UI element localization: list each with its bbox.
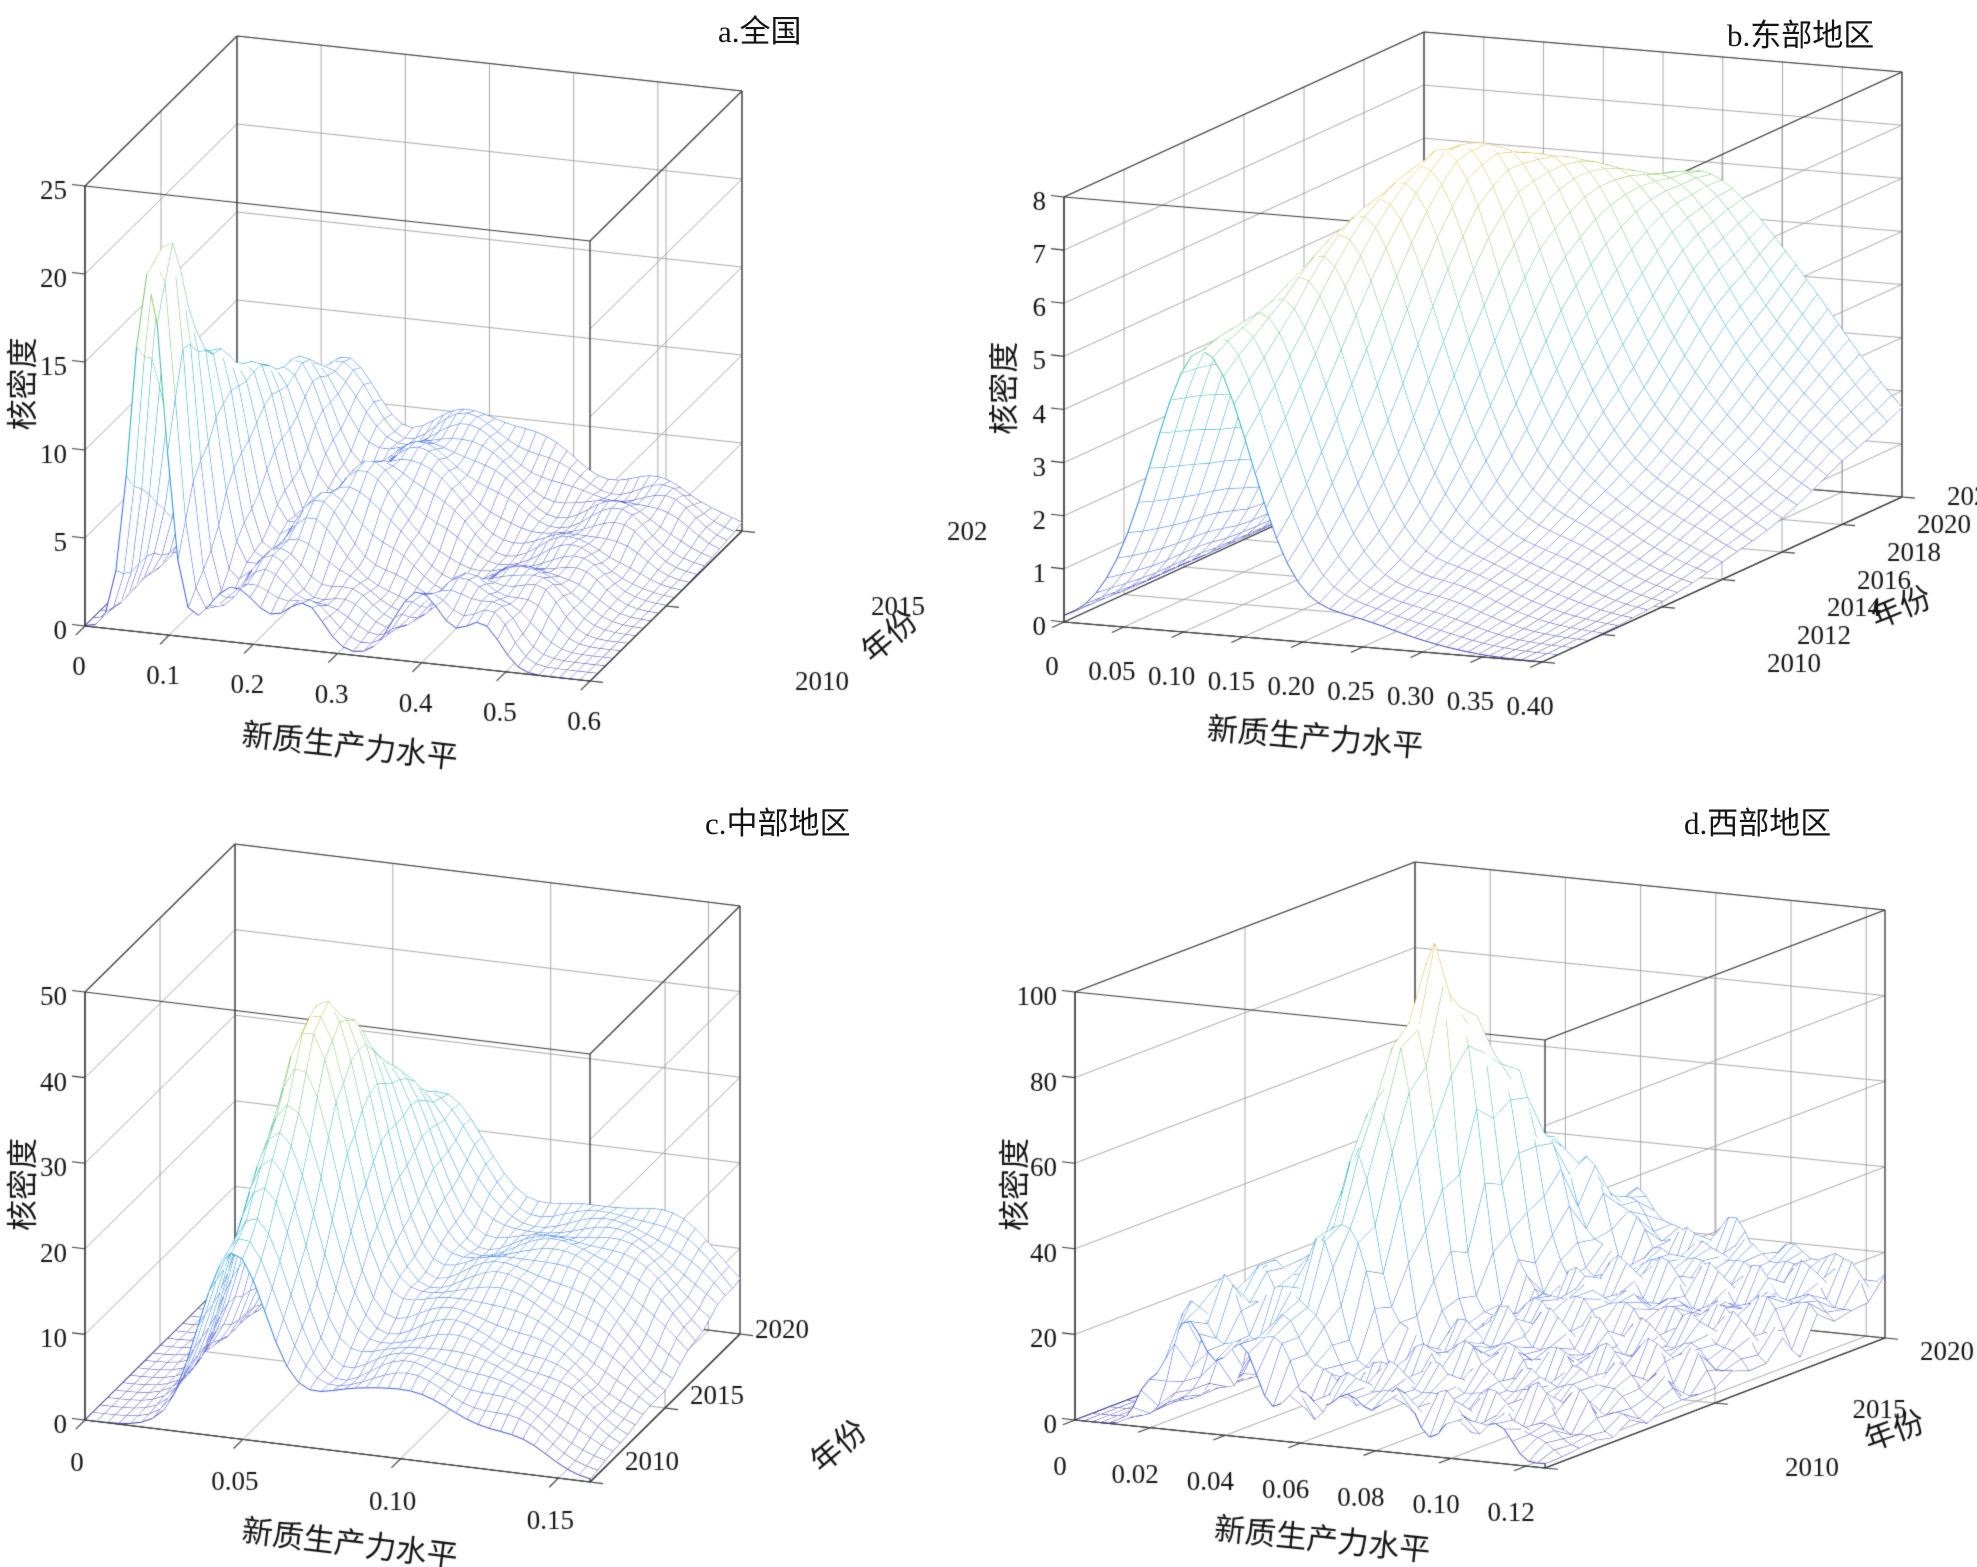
panel-title-central: c.中部地区 xyxy=(705,806,851,841)
panel-title-national: a.全国 xyxy=(718,14,802,49)
surface-plot-national xyxy=(0,0,988,783)
panel-title-western: d.西部地区 xyxy=(1684,806,1832,841)
panel-western: d.西部地区 xyxy=(989,784,1977,1567)
panel-central: c.中部地区 xyxy=(0,784,988,1567)
panel-eastern: b.东部地区 xyxy=(989,0,1977,783)
panel-national: a.全国 xyxy=(0,0,988,783)
surface-plot-western xyxy=(989,784,1977,1567)
panel-title-eastern: b.东部地区 xyxy=(1727,18,1875,53)
surface-plot-eastern xyxy=(989,0,1977,783)
surface-plot-central xyxy=(0,784,988,1567)
